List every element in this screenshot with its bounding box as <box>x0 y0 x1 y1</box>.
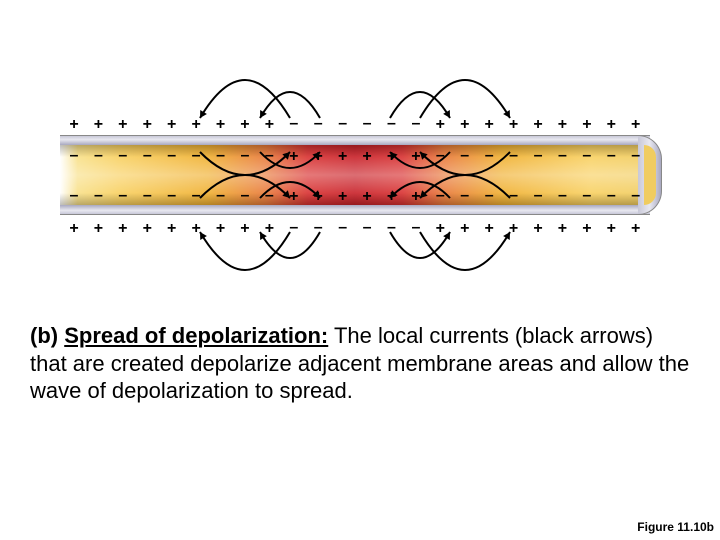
figure-caption: (b) Spread of depolarization: The local … <box>30 322 690 405</box>
caption-title: Spread of depolarization: <box>64 323 328 348</box>
figure-reference: Figure 11.10b <box>637 520 714 534</box>
current-arrows <box>60 60 660 290</box>
depolarization-diagram: +++++++++––––––+++++++++ –––––––––++++++… <box>60 60 660 290</box>
caption-label: (b) <box>30 323 58 348</box>
